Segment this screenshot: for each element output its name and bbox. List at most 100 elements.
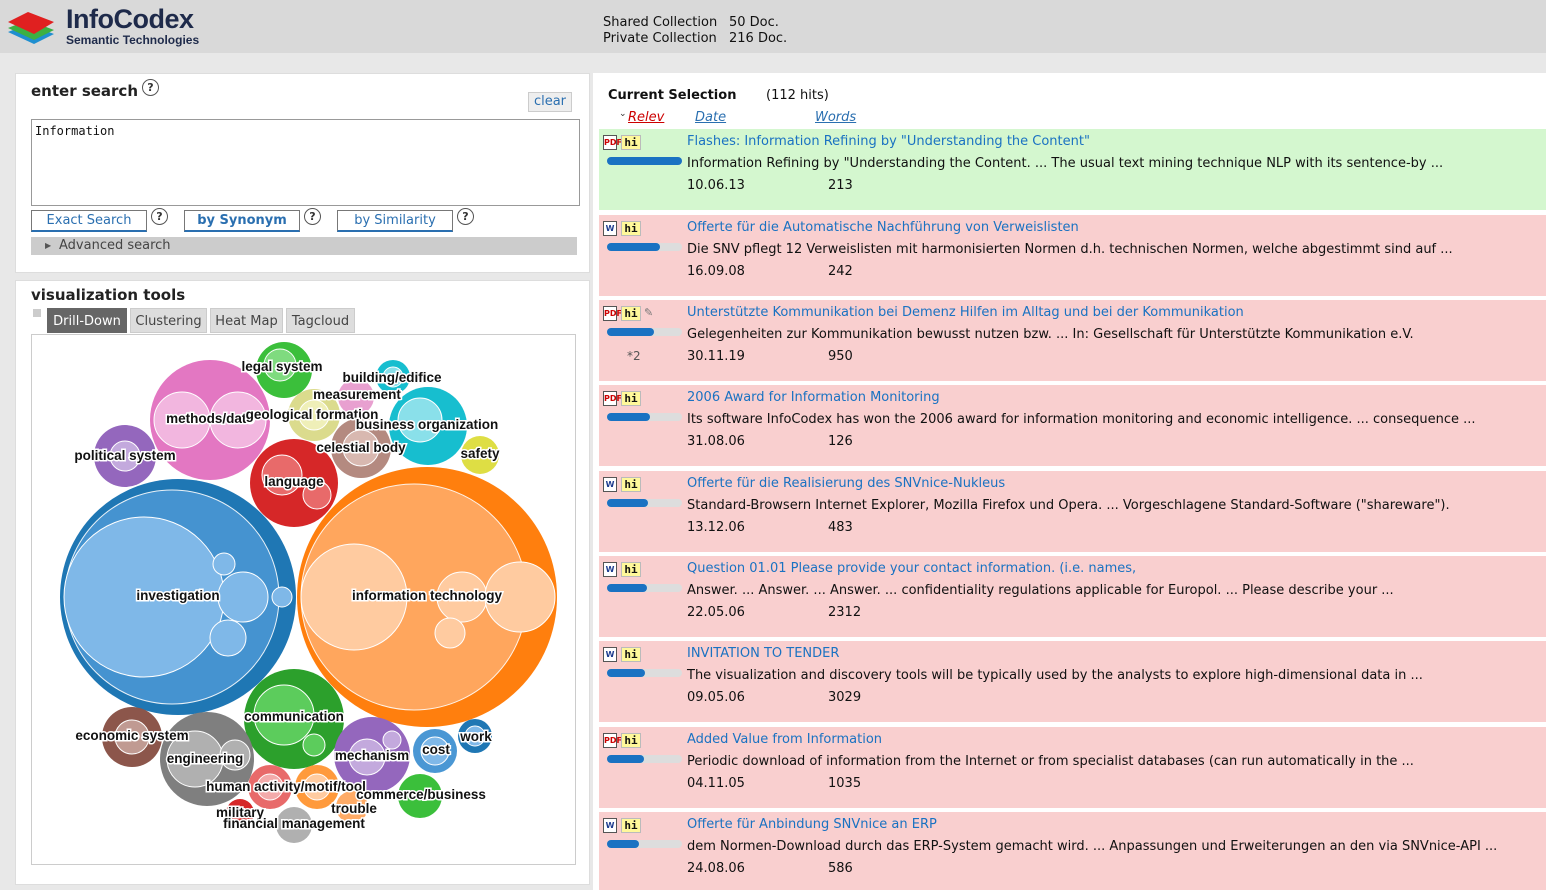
highlight-icon[interactable]: hi: [621, 306, 641, 321]
bubble-celestial-body[interactable]: [331, 418, 391, 478]
bubble-methods-date[interactable]: [150, 360, 270, 480]
bubble-economic-system[interactable]: [102, 707, 162, 767]
result-title-link[interactable]: 2006 Award for Information Monitoring: [687, 390, 940, 405]
result-date: 09.05.06: [687, 690, 745, 705]
infocodex-logo-icon: [8, 12, 54, 44]
highlight-icon[interactable]: hi: [621, 477, 641, 492]
highlight-icon[interactable]: hi: [621, 647, 641, 662]
sort-date-link[interactable]: Date: [695, 110, 727, 125]
highlight-icon[interactable]: hi: [621, 818, 641, 833]
highlight-icon[interactable]: hi: [621, 733, 641, 748]
private-collection-label: Private Collection: [603, 31, 717, 46]
bubble-geological-formation[interactable]: [288, 389, 340, 441]
search-help-icon[interactable]: ?: [142, 79, 159, 96]
bubble-military[interactable]: [226, 799, 254, 827]
result-title-link[interactable]: Added Value from Information: [687, 732, 883, 747]
bubble-safety[interactable]: [461, 436, 499, 474]
bubble-label-geological-formation: geological formation: [246, 407, 379, 422]
bubble-building-edifice[interactable]: [376, 360, 410, 394]
result-item[interactable]: PDF hi Flashes: Information Refining by "U…: [599, 128, 1546, 210]
bubble-business-organization[interactable]: [389, 387, 467, 465]
search-input[interactable]: Information: [31, 119, 580, 206]
result-title-link[interactable]: Question 01.01 Please provide your conta…: [687, 561, 1137, 576]
relevance-bar: [607, 157, 682, 165]
duplicate-count[interactable]: *2: [627, 349, 641, 363]
result-title-link[interactable]: INVITATION TO TENDER: [687, 646, 840, 661]
bubble-engineering[interactable]: [160, 712, 254, 806]
bubble-cost[interactable]: [413, 729, 457, 773]
bubble-legal-system[interactable]: [256, 342, 312, 398]
bubble-chart-svg[interactable]: legal system building/edifice measuremen…: [32, 335, 576, 865]
bubble-label-building-edifice: building/edifice: [342, 370, 441, 385]
result-word-count: 3029: [828, 690, 862, 705]
similarity-search-button[interactable]: by Similarity: [337, 210, 453, 232]
result-title-link[interactable]: Offerte für die Automatische Nachführung…: [687, 220, 1079, 235]
exact-search-help-icon[interactable]: ?: [151, 208, 168, 225]
result-title-link[interactable]: Offerte für die Realisierung des SNVnice…: [687, 476, 1006, 491]
word-file-icon[interactable]: W: [603, 562, 617, 577]
bubble-trouble[interactable]: [336, 791, 368, 823]
bubble-label-information-technology: information technology: [352, 588, 502, 603]
highlight-icon[interactable]: hi: [621, 562, 641, 577]
advanced-search-toggle[interactable]: ▶ Advanced search: [31, 237, 577, 255]
result-item[interactable]: PDF hi Added Value from Information Periodi…: [599, 726, 1546, 808]
collection-info: Shared Collection 50 Doc. Private Collect…: [603, 15, 787, 47]
visualization-title: visualization tools: [31, 286, 186, 304]
relevance-bar: [607, 584, 682, 592]
result-title-link[interactable]: Flashes: Information Refining by "Unders…: [687, 134, 1090, 149]
bubble-label-work: work: [459, 729, 492, 744]
result-title-link[interactable]: Offerte für Anbindung SNVnice an ERP: [687, 817, 937, 832]
result-date: 24.08.06: [687, 861, 745, 876]
result-snippet: The visualization and discovery tools wi…: [687, 668, 1423, 683]
bubble-language[interactable]: [250, 439, 338, 527]
relevance-bar-fill: [607, 669, 645, 677]
clear-button[interactable]: clear: [528, 92, 572, 112]
word-file-icon[interactable]: W: [603, 818, 617, 833]
expand-arrow-icon: ▶: [45, 241, 52, 250]
tab-heat-map[interactable]: Heat Map: [210, 308, 283, 333]
bubble-commerce-business[interactable]: [398, 774, 442, 818]
word-file-icon[interactable]: W: [603, 477, 617, 492]
result-item[interactable]: PDF hi ✎ *2 Unterstützte Kommunikation bei D…: [599, 299, 1546, 381]
pdf-file-icon[interactable]: PDF: [603, 306, 622, 321]
result-snippet: Periodic download of information from th…: [687, 754, 1414, 769]
highlight-icon[interactable]: hi: [621, 391, 641, 406]
sort-words-link[interactable]: Words: [815, 110, 857, 125]
bubble-measurement[interactable]: [338, 379, 374, 415]
word-file-icon[interactable]: W: [603, 647, 617, 662]
tab-tagcloud[interactable]: Tagcloud: [286, 308, 355, 333]
sort-relevance-link[interactable]: Relev: [628, 110, 665, 125]
tab-drill-down[interactable]: Drill-Down: [47, 308, 127, 333]
result-item[interactable]: PDF hi 2006 Award for Information Monitori…: [599, 384, 1546, 466]
bubble-financial-management[interactable]: [276, 807, 312, 843]
exact-search-button[interactable]: Exact Search: [31, 210, 147, 232]
bubble-political-system[interactable]: [94, 425, 156, 487]
bubble-label-language: language: [264, 474, 324, 489]
bubble-label-investigation: investigation: [136, 588, 219, 603]
pdf-file-icon[interactable]: PDF: [603, 391, 622, 406]
pdf-file-icon[interactable]: PDF: [603, 135, 622, 150]
synonym-help-icon[interactable]: ?: [304, 208, 321, 225]
result-title-link[interactable]: Unterstützte Kommunikation bei Demenz Hi…: [687, 305, 1244, 320]
highlight-icon[interactable]: hi: [621, 221, 641, 236]
tab-clustering[interactable]: Clustering: [130, 308, 207, 333]
word-file-icon[interactable]: W: [603, 221, 617, 236]
bubble-work[interactable]: [458, 719, 492, 753]
bubble-chart[interactable]: legal system building/edifice measuremen…: [31, 334, 576, 865]
bubble-human-activity[interactable]: [248, 765, 339, 809]
highlight-icon[interactable]: hi: [621, 135, 641, 150]
relevance-bar: [607, 328, 682, 336]
translate-icon[interactable]: ✎: [644, 306, 654, 319]
bubble-mechanism[interactable]: [334, 717, 410, 793]
bubble-information-technology[interactable]: [297, 467, 557, 727]
synonym-search-button[interactable]: by Synonym: [184, 210, 300, 232]
pdf-file-icon[interactable]: PDF: [603, 733, 622, 748]
similarity-help-icon[interactable]: ?: [457, 208, 474, 225]
bubble-investigation[interactable]: [60, 479, 296, 715]
bubble-communication[interactable]: [244, 669, 344, 769]
